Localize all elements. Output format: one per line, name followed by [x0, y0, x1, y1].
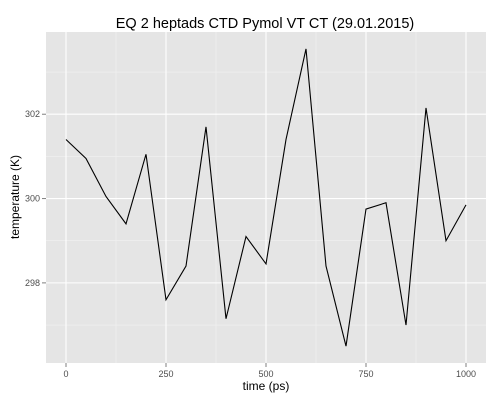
x-axis-title: time (ps)	[243, 379, 290, 393]
series-layer	[65, 48, 467, 347]
x-tick-label: 500	[258, 369, 273, 379]
y-tick-label: 302	[25, 109, 40, 119]
chart-title: EQ 2 heptads CTD Pymol VT CT (29.01.2015…	[116, 16, 414, 32]
major-gridlines	[46, 32, 486, 363]
x-tick-label: 750	[358, 369, 373, 379]
y-tick-label: 298	[25, 278, 40, 288]
y-tick-label: 300	[25, 194, 40, 204]
series-line	[65, 48, 467, 347]
x-tick-label: 250	[158, 369, 173, 379]
x-tick-label: 0	[63, 369, 68, 379]
x-axis-ticks: 0 250 500 750 1000	[63, 363, 476, 379]
y-axis-title: temperature (K)	[8, 155, 22, 239]
x-tick-label: 1000	[456, 369, 476, 379]
y-axis-ticks: 298 300 302	[25, 109, 46, 288]
